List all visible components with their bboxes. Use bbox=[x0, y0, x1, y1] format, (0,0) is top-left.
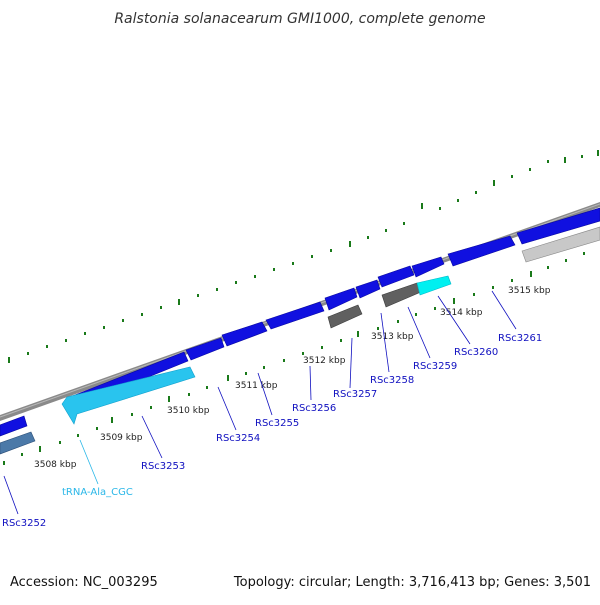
leader-line bbox=[407, 306, 431, 359]
kbp-label: 3515 kbp bbox=[508, 286, 551, 296]
gene-label[interactable]: RSc3255 bbox=[255, 418, 299, 429]
gene-arrow[interactable] bbox=[221, 321, 268, 347]
leader-line bbox=[3, 475, 19, 515]
trna-arrow[interactable] bbox=[61, 366, 196, 425]
gene-arrow[interactable] bbox=[411, 256, 445, 278]
leader-line bbox=[141, 415, 163, 459]
leader-line bbox=[437, 295, 471, 345]
kbp-label: 3508 kbp bbox=[34, 460, 77, 470]
gene-arrow-reverse[interactable] bbox=[381, 282, 422, 308]
gene-label[interactable]: RSc3258 bbox=[370, 375, 414, 386]
kbp-label: 3509 kbp bbox=[100, 433, 143, 443]
accession-label: Accession: NC_003295 bbox=[10, 575, 158, 590]
kbp-label: 3512 kbp bbox=[303, 356, 346, 366]
kbp-label: 3510 kbp bbox=[167, 406, 210, 416]
gene-label[interactable]: RSc3257 bbox=[333, 389, 377, 400]
gene-arrow-reverse[interactable] bbox=[521, 226, 600, 263]
gene-arrow[interactable] bbox=[265, 301, 325, 330]
gene-label[interactable]: RSc3260 bbox=[454, 347, 498, 358]
scale-labels: 3508 kbp 3509 kbp 3510 kbp 3511 kbp 3512… bbox=[34, 286, 551, 470]
gene-label[interactable]: RSc3256 bbox=[292, 403, 336, 414]
inner-tick-track bbox=[3, 252, 585, 465]
gene-label[interactable]: RSc3259 bbox=[413, 361, 457, 372]
gene-label[interactable]: RSc3261 bbox=[498, 333, 542, 344]
kbp-label: 3514 kbp bbox=[440, 308, 483, 318]
leader-line bbox=[217, 386, 237, 431]
gene-arrow[interactable] bbox=[0, 415, 28, 437]
reverse-strand-genes bbox=[0, 226, 600, 455]
gene-label[interactable]: RSc3254 bbox=[216, 433, 260, 444]
gene-labels: RSc3252 RSc3253 RSc3254 RSc3255 RSc3256 … bbox=[2, 333, 542, 529]
leader-line bbox=[349, 337, 353, 389]
kbp-label: 3513 kbp bbox=[371, 332, 414, 342]
leader-line bbox=[257, 372, 273, 416]
gene-arrow[interactable] bbox=[377, 265, 415, 288]
leader-line bbox=[380, 312, 390, 373]
leader-line bbox=[491, 290, 517, 330]
gene-arrow[interactable] bbox=[516, 207, 600, 245]
trna-leader-line bbox=[79, 439, 99, 485]
leader-line bbox=[309, 365, 312, 401]
gene-label[interactable]: RSc3253 bbox=[141, 461, 185, 472]
kbp-label: 3511 kbp bbox=[235, 381, 278, 391]
gene-label[interactable]: RSc3252 bbox=[2, 518, 46, 529]
gene-arrow[interactable] bbox=[324, 287, 358, 311]
label-leaders bbox=[3, 290, 517, 515]
gene-arrow-reverse[interactable] bbox=[0, 431, 36, 455]
gene-arrow[interactable] bbox=[185, 337, 225, 361]
map-title: Ralstonia solanacearum GMI1000, complete… bbox=[114, 11, 485, 27]
trna-label[interactable]: tRNA-Ala_CGC bbox=[62, 487, 133, 498]
highlight-feature[interactable] bbox=[416, 275, 452, 296]
gene-arrow[interactable] bbox=[447, 235, 516, 267]
genome-summary-label: Topology: circular; Length: 3,716,413 bp… bbox=[233, 575, 591, 590]
gene-arrow-reverse[interactable] bbox=[327, 304, 363, 329]
gene-arrow[interactable] bbox=[355, 279, 381, 299]
outer-tick-track bbox=[8, 150, 599, 363]
